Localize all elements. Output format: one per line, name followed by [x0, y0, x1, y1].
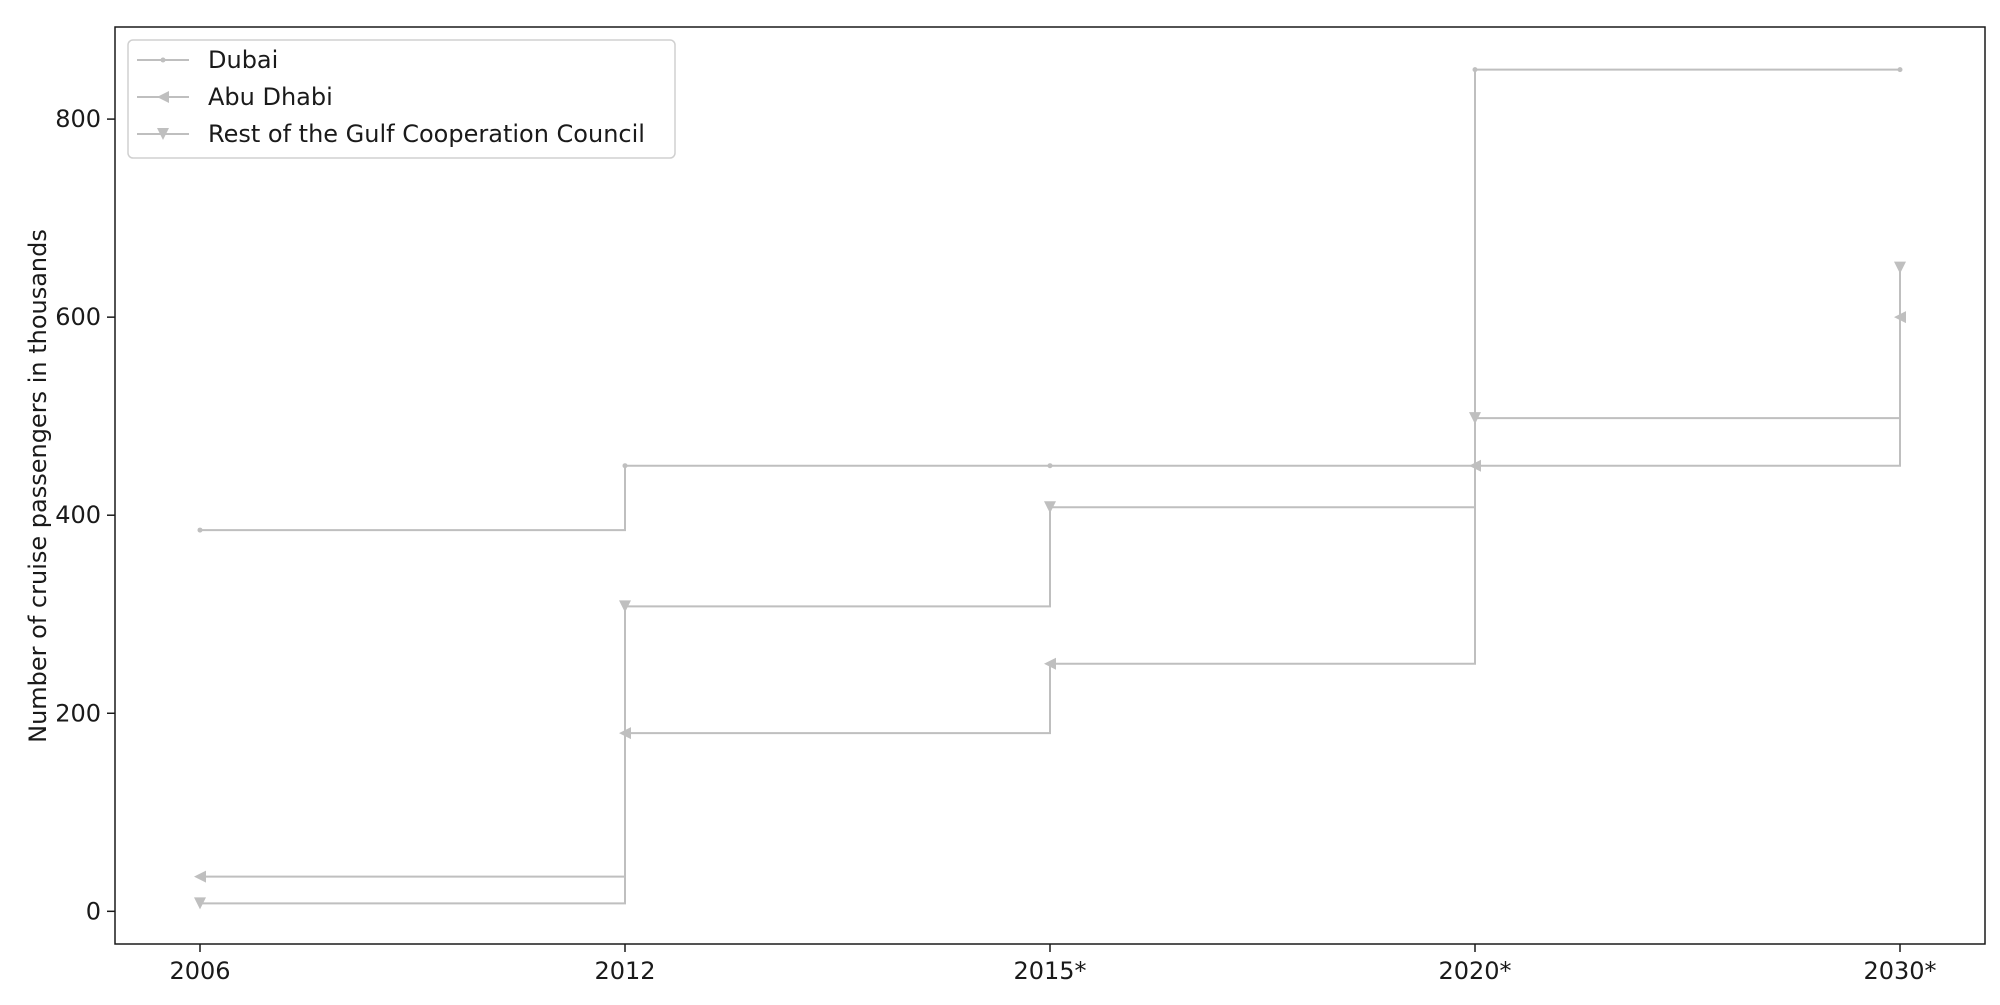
- data-point: [1897, 67, 1903, 73]
- y-tick-label: 200: [55, 699, 101, 727]
- y-axis-label: Number of cruise passengers in thousands: [24, 229, 52, 743]
- data-point: [1469, 412, 1481, 425]
- series-2: [194, 261, 1906, 910]
- data-point: [1047, 463, 1053, 469]
- x-tick-label: 2030*: [1863, 957, 1936, 985]
- data-point: [1894, 261, 1906, 274]
- legend-box: [127, 39, 676, 159]
- series-line: [200, 267, 1901, 905]
- legend-label: Dubai: [208, 46, 278, 74]
- data-point: [194, 870, 206, 883]
- series-layer: [194, 67, 1906, 910]
- y-tick-label: 0: [86, 897, 101, 925]
- data-point: [197, 527, 203, 533]
- y-tick-label: 600: [55, 303, 101, 331]
- data-point: [1044, 657, 1056, 670]
- x-tick-label: 2020*: [1438, 957, 1511, 985]
- series-0: [197, 67, 1903, 533]
- legend-label: Abu Dhabi: [208, 83, 333, 111]
- data-point: [622, 463, 628, 469]
- y-tick-label: 400: [55, 501, 101, 529]
- data-point: [619, 600, 631, 613]
- legend: Dubai Abu Dhabi Rest of the Gulf Cooperati…: [127, 39, 676, 159]
- legend-marker: [157, 91, 169, 103]
- legend-label: Rest of the Gulf Cooperation Council: [208, 120, 645, 148]
- x-tick-label: 2015*: [1013, 957, 1086, 985]
- y-tick-label: 800: [55, 105, 101, 133]
- x-tick-label: 2012: [594, 957, 655, 985]
- legend-marker: [157, 128, 169, 140]
- data-point: [194, 897, 206, 910]
- data-point: [1472, 67, 1478, 73]
- x-tick-label: 2006: [169, 957, 230, 985]
- x-axis: 2006 2012 2015* 2020* 2030*: [169, 944, 1937, 985]
- data-point: [1044, 501, 1056, 514]
- legend-marker: [160, 57, 166, 63]
- legend-entry-2: Rest of the Gulf Cooperation Council: [137, 120, 645, 148]
- legend-entry-1: Abu Dhabi: [137, 83, 333, 111]
- plot-area-frame: [114, 26, 1986, 945]
- y-axis: 0 200 400 600 800: [55, 105, 115, 925]
- legend-entry-0: Dubai: [137, 46, 278, 74]
